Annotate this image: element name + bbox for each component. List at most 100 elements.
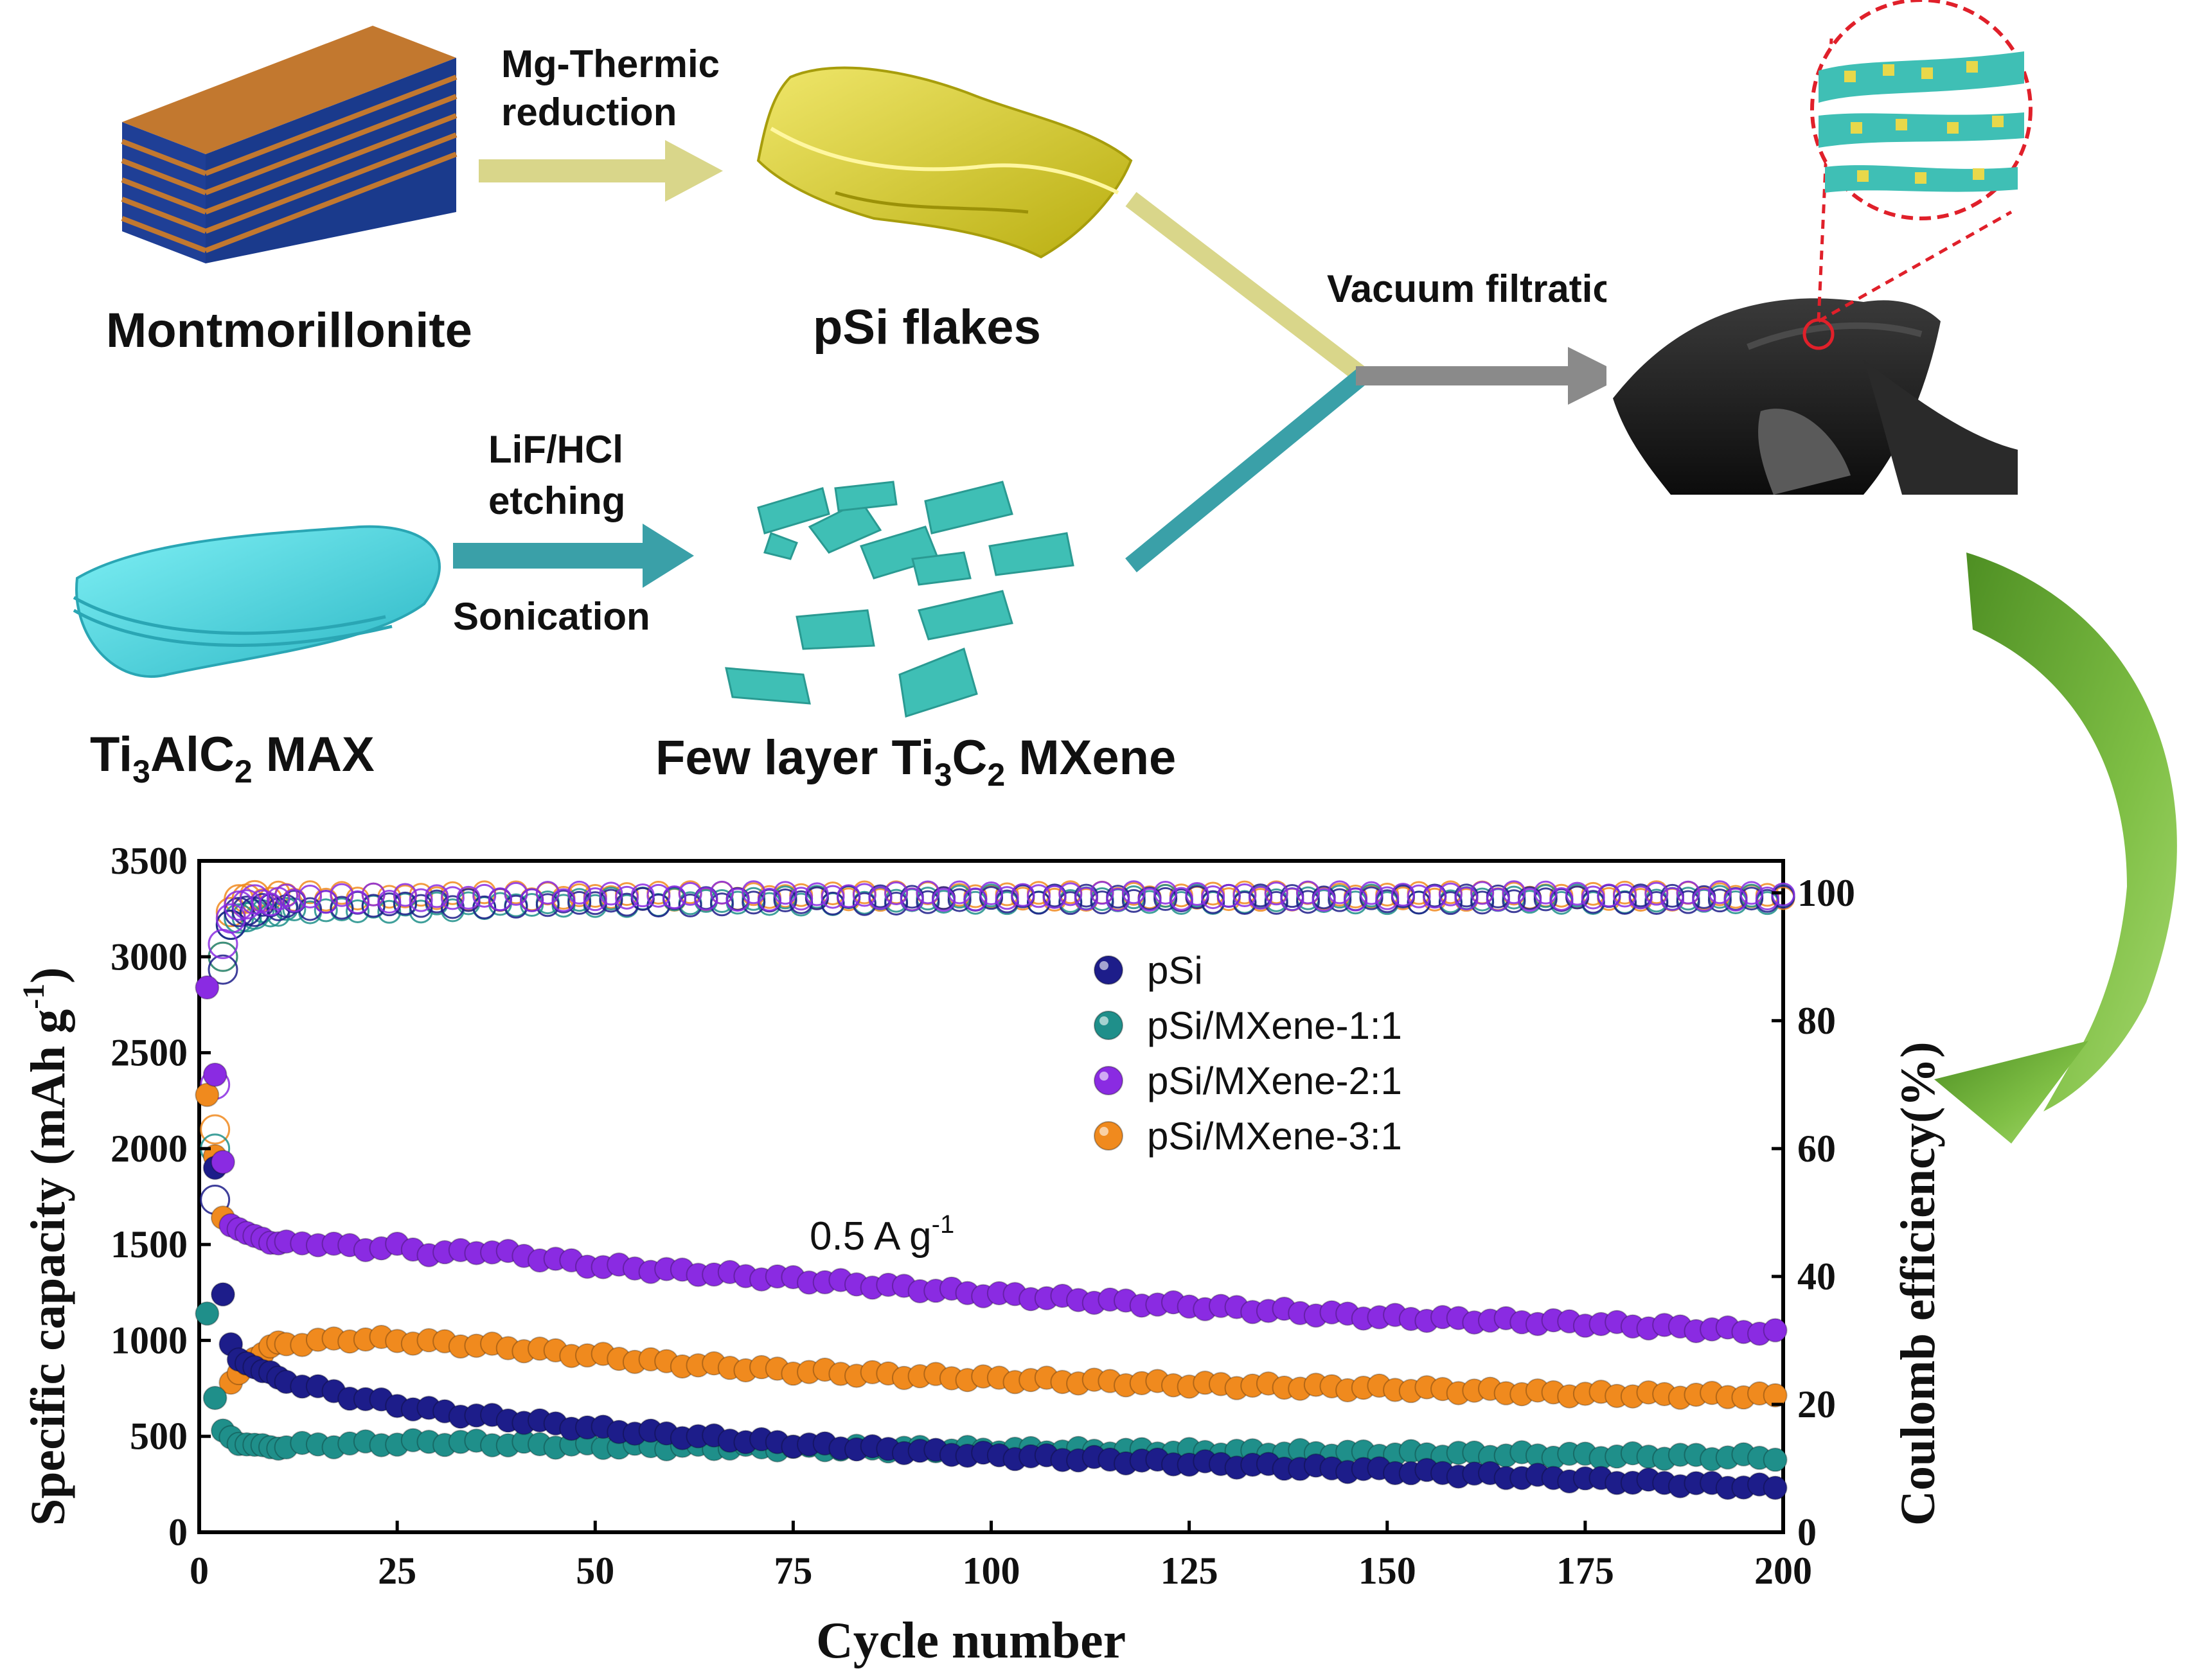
y-tick-label: 2000 [111,1127,188,1170]
ce-point [200,1114,231,1145]
ce-point [583,887,607,912]
ce-point [1121,889,1146,913]
montmorillonite-stack [121,26,458,263]
mg-thermic-arrow [479,140,723,202]
ce-point [1581,885,1605,910]
merge-lines [1125,191,1368,572]
ce-point [884,891,909,915]
ce-point [1407,890,1431,915]
ce-point [773,888,797,912]
ce-point [1042,885,1067,909]
capacity-point [210,1282,235,1307]
ce-point [1739,887,1764,911]
capacity-point [210,1149,235,1174]
x-tick-label: 100 [963,1550,1020,1592]
ce-point [805,882,829,906]
ce-point [1106,887,1130,912]
chart-frame [197,859,1785,1534]
ce-point [979,881,1003,906]
ce-point [1597,883,1621,908]
ce-point [535,893,560,917]
ce-point [330,883,354,907]
ce-point [1502,880,1526,905]
ce-point [1565,881,1590,906]
ce-point [1707,880,1732,905]
ce-point [520,888,544,912]
ce-point [1644,891,1669,915]
ce-point [298,885,323,909]
y2-tick-label: 100 [1797,872,1855,914]
ce-point [709,880,734,905]
ce-point [884,881,909,905]
capacity-point [1763,1318,1788,1343]
chart-axes: 0 25 50 75 100 125 150 175 200050010001500200025… [111,840,1855,1592]
ce-point [1533,880,1558,905]
legend-marker-highlight [1099,1016,1108,1025]
ce-point [504,881,528,906]
y-tick-label: 3500 [111,840,188,882]
vacuum-filtration-label: Vacuum filtration [1327,267,1640,310]
ce-point [1185,882,1209,906]
ce-point [231,889,262,920]
ce-point [1296,890,1320,914]
etching-arrow [453,524,694,588]
ce-point [1264,881,1288,906]
x-tick-label: 200 [1754,1550,1812,1592]
ce-point [599,889,623,913]
ce-series-2 [200,883,1795,1164]
ce-point [1153,887,1178,911]
ce-point [440,886,465,910]
y-tick-label: 2500 [111,1032,188,1074]
y-tick-label: 0 [168,1511,188,1553]
filtration-arrow [1356,347,1626,405]
legend-marker [1094,1011,1123,1040]
ce-point [1423,885,1447,909]
psi-flakes-illustration [756,66,1133,259]
ce-point [1549,887,1574,911]
ce-point [1644,881,1669,906]
x-tick-label: 175 [1556,1550,1614,1592]
mxene-flakes-illustration [725,481,1074,718]
y2-axis-label: Coulomb efficiency(%) [1891,1041,1945,1526]
legend-marker-highlight [1099,1072,1108,1081]
y-tick-label: 1000 [111,1319,188,1361]
ce-point [551,888,576,912]
legend-marker [1094,1121,1123,1151]
ce-point [1153,880,1178,905]
ce-point [1011,883,1035,907]
legend-marker-highlight [1099,1127,1108,1136]
ce-point [1660,887,1684,911]
y2-tick-label: 0 [1797,1511,1817,1553]
ce-point [1486,887,1510,912]
ce-point [1058,891,1083,915]
ce-point [1058,882,1083,906]
ce-point [1707,889,1732,913]
y-tick-label: 500 [130,1415,188,1458]
ce-point [535,881,560,905]
ce-point [709,892,734,917]
x-tick-label: 75 [774,1550,812,1592]
rate-annotation: 0.5 A g-1 [810,1210,954,1259]
ce-point [1739,881,1764,905]
y2-tick-label: 40 [1797,1255,1836,1298]
ce-point [1328,880,1352,905]
x-tick-label: 150 [1358,1550,1416,1592]
step2-line3: Sonication [453,595,650,638]
ce-point [947,880,972,905]
ce-point [1470,890,1495,915]
capacity-point [195,1083,220,1108]
ce-point [208,941,238,972]
ce-point [409,888,433,912]
step1-line1: Mg-Thermic [501,42,720,85]
legend-marker [1094,955,1123,985]
ce-point [504,894,528,919]
ce-point [1026,890,1051,915]
ce-point [1201,890,1225,914]
ce-point [1216,883,1241,908]
ce-point [1470,881,1495,905]
ce-point [694,887,718,911]
ce-point [1359,881,1383,905]
ce-point [678,893,702,917]
x-tick-label: 125 [1161,1550,1218,1592]
y-axis-label: Specific capacity (mAh g-1) [17,968,75,1526]
